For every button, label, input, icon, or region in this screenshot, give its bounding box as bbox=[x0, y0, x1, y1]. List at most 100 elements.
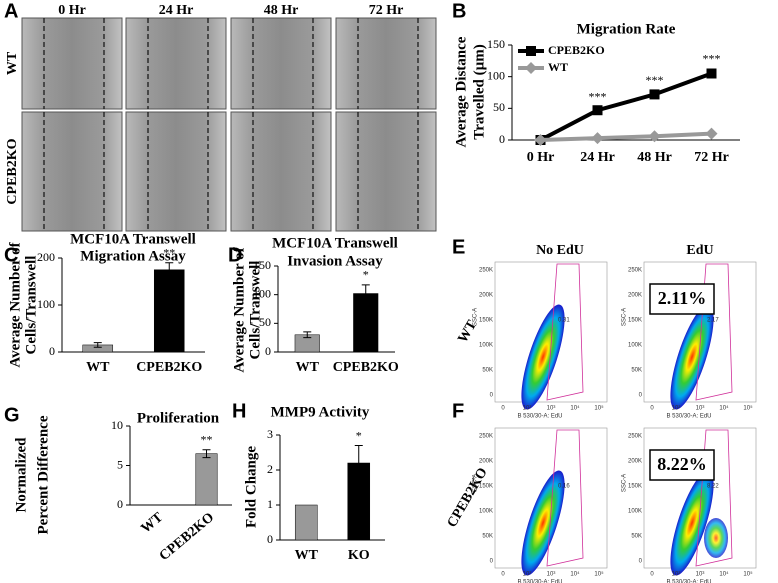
panel-label: E bbox=[452, 236, 465, 258]
flow-column-header: EdU bbox=[686, 243, 713, 258]
flow-y-tick: 250K bbox=[628, 268, 642, 274]
flow-x-tick: 0 bbox=[501, 572, 505, 578]
flow-column-header: No EdU bbox=[536, 243, 584, 258]
x-tick-label: 72 Hr bbox=[694, 150, 729, 165]
flow-density bbox=[521, 470, 565, 576]
flow-gate bbox=[695, 429, 733, 567]
flow-x-tick: 10⁴ bbox=[719, 405, 729, 412]
x-tick-label: CPEB2KO bbox=[333, 360, 399, 375]
y-axis-label: Average Number of bbox=[7, 241, 23, 367]
percent-box bbox=[649, 283, 715, 315]
y-tick-label: 0 bbox=[267, 532, 273, 546]
x-tick-label: 24 Hr bbox=[580, 150, 615, 165]
panel-label: C bbox=[4, 244, 18, 266]
significance: *** bbox=[589, 89, 607, 103]
micrograph bbox=[125, 111, 227, 232]
flow-x-tick: 10³ bbox=[547, 572, 556, 578]
legend-marker bbox=[526, 46, 536, 56]
marker bbox=[705, 127, 718, 140]
flow-y-tick: 50K bbox=[631, 534, 642, 540]
flow-y-tick: 50K bbox=[482, 534, 493, 540]
panel-label: H bbox=[232, 400, 246, 422]
significance: * bbox=[356, 428, 362, 442]
error-bar bbox=[165, 262, 174, 278]
flow-x-label: B 530/30-A: EdU bbox=[517, 580, 562, 583]
micrograph bbox=[230, 17, 332, 110]
flow-x-tick: 0 bbox=[501, 406, 505, 412]
flow-y-label: SSC-A bbox=[473, 474, 479, 492]
flow-y-tick: 50K bbox=[482, 368, 493, 374]
series-line bbox=[539, 71, 713, 142]
flow-y-tick: 0 bbox=[490, 393, 494, 399]
flow-density bbox=[670, 470, 714, 576]
legend-label: CPEB2KO bbox=[548, 43, 605, 57]
panel-label: B bbox=[452, 0, 466, 22]
flow-y-label: SSC-A bbox=[622, 474, 628, 492]
micrograph bbox=[125, 17, 227, 110]
x-tick-label: CPEB2KO bbox=[157, 510, 217, 564]
flow-x-tick: 10² bbox=[523, 572, 532, 578]
micrograph bbox=[21, 111, 123, 232]
flow-x-tick: 10² bbox=[672, 406, 681, 412]
bar bbox=[353, 293, 379, 353]
flow-y-tick: 150K bbox=[628, 484, 642, 490]
gate-value: 0.31 bbox=[558, 318, 570, 324]
percent-value: 2.11% bbox=[658, 288, 707, 308]
error-bar bbox=[354, 445, 363, 481]
marker bbox=[591, 132, 604, 145]
error-bar bbox=[303, 331, 312, 339]
flow-x-tick: 10⁴ bbox=[570, 405, 580, 412]
percent-box bbox=[649, 449, 715, 481]
chart-title: Proliferation bbox=[137, 410, 220, 426]
x-tick-label: CPEB2KO bbox=[136, 360, 202, 375]
panel-label: A bbox=[4, 0, 18, 22]
y-tick-label: 2 bbox=[267, 462, 273, 476]
flow-x-tick: 10⁵ bbox=[594, 405, 604, 412]
flow-x-label: B 530/30-A: EdU bbox=[666, 414, 711, 420]
x-tick-label: WT bbox=[86, 360, 110, 375]
flow-x-tick: 0 bbox=[650, 572, 654, 578]
timepoint-header: 72 Hr bbox=[369, 3, 404, 18]
y-tick-label: 0 bbox=[49, 344, 55, 358]
flow-density bbox=[704, 518, 728, 558]
flow-y-tick: 200K bbox=[628, 459, 642, 465]
flow-y-tick: 0 bbox=[639, 393, 643, 399]
x-tick-label: KO bbox=[348, 548, 370, 563]
flow-x-tick: 10⁵ bbox=[743, 405, 753, 412]
y-tick-label: 3 bbox=[267, 427, 273, 441]
flow-y-tick: 100K bbox=[628, 509, 642, 515]
error-bar bbox=[93, 342, 102, 348]
gate-value: 8.22 bbox=[707, 484, 719, 490]
flow-y-tick: 150K bbox=[628, 318, 642, 324]
percent-value: 8.22% bbox=[657, 454, 707, 474]
marker bbox=[648, 130, 661, 143]
micrograph bbox=[335, 111, 437, 232]
flow-y-tick: 150K bbox=[479, 484, 493, 490]
chart-title: MMP9 Activity bbox=[271, 404, 370, 420]
y-axis-label: Average Distance bbox=[453, 36, 469, 147]
flow-x-tick: 10³ bbox=[696, 572, 705, 578]
flow-x-tick: 10² bbox=[672, 572, 681, 578]
y-tick-label: 50 bbox=[259, 315, 271, 329]
flow-gate bbox=[546, 263, 584, 401]
y-tick-label: 1 bbox=[267, 497, 273, 511]
bar bbox=[153, 269, 185, 353]
flow-x-tick: 10⁵ bbox=[743, 571, 753, 578]
flow-y-tick: 250K bbox=[479, 268, 493, 274]
flow-y-label: SSC-A bbox=[473, 308, 479, 326]
x-tick-label: WT bbox=[295, 548, 319, 563]
flow-x-tick: 0 bbox=[650, 406, 654, 412]
y-tick-label: 100 bbox=[37, 297, 55, 311]
flow-x-label: B 530/30-A: EdU bbox=[666, 580, 711, 583]
flow-y-tick: 200K bbox=[479, 459, 493, 465]
panel-label: F bbox=[452, 400, 464, 422]
series-line bbox=[540, 131, 712, 142]
flow-x-tick: 10³ bbox=[547, 406, 556, 412]
y-tick-label: 5 bbox=[117, 457, 123, 471]
micrograph bbox=[21, 17, 123, 110]
flow-y-tick: 0 bbox=[490, 559, 494, 565]
flow-density bbox=[521, 304, 565, 410]
panel-label: G bbox=[4, 404, 20, 426]
y-axis-label: Average Number of bbox=[231, 246, 247, 372]
